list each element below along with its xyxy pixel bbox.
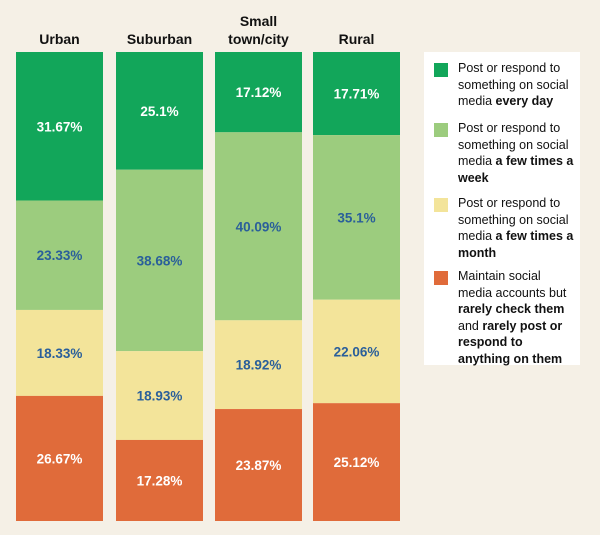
bar-segment-suburban-series-4: [116, 439, 203, 521]
bar-segment-suburban-series-2: [116, 169, 203, 352]
legend-swatch-few-times-month: [434, 198, 448, 212]
value-label-small-town-city-series-4: 23.87%: [236, 458, 282, 473]
legend: Post or respond to something on social m…: [424, 52, 580, 367]
category-label-small-town-city-line-2: town/city: [228, 31, 289, 47]
bar-segment-small-town-city-series-1: [215, 52, 302, 133]
category-label-rural: Rural: [339, 31, 375, 47]
bar-segment-suburban-series-1: [116, 52, 203, 170]
legend-swatch-every-day: [434, 63, 448, 77]
value-label-urban-series-1: 31.67%: [37, 119, 83, 134]
bar-segment-rural-series-4: [313, 403, 400, 521]
value-label-small-town-city-series-2: 40.09%: [236, 219, 282, 234]
legend-item-few-times-month: Post or respond to something on social m…: [434, 195, 574, 261]
value-label-rural-series-3: 22.06%: [334, 344, 380, 359]
bar-segment-small-town-city-series-4: [215, 409, 302, 521]
value-label-suburban-series-2: 38.68%: [137, 253, 183, 268]
legend-text-every-day: Post or respond to something on social m…: [458, 61, 569, 108]
value-label-rural-series-2: 35.1%: [337, 210, 375, 225]
bar-segment-rural-series-1: [313, 52, 400, 136]
value-label-rural-series-1: 17.71%: [334, 87, 380, 102]
category-label-small-town-city-line-1: Small: [240, 13, 277, 29]
legend-item-every-day: Post or respond to something on social m…: [434, 60, 574, 110]
category-label-urban: Urban: [39, 31, 79, 47]
value-label-small-town-city-series-3: 18.92%: [236, 358, 282, 373]
legend-swatch-rarely-check: [434, 271, 448, 285]
value-label-suburban-series-3: 18.93%: [137, 389, 183, 404]
legend-item-rarely-check: Maintain social media accounts but rarel…: [434, 268, 574, 367]
bar-segment-urban-series-4: [16, 395, 103, 521]
legend-text-few-times-month: Post or respond to something on social m…: [458, 196, 574, 260]
legend-text-few-times-week: Post or respond to something on social m…: [458, 121, 574, 185]
bar-segment-rural-series-2: [313, 135, 400, 300]
bar-segment-urban-series-3: [16, 309, 103, 396]
bar-segment-suburban-series-3: [116, 351, 203, 440]
legend-swatch-few-times-week: [434, 123, 448, 137]
category-label-suburban: Suburban: [127, 31, 192, 47]
value-label-urban-series-4: 26.67%: [37, 451, 83, 466]
bar-segment-small-town-city-series-3: [215, 320, 302, 410]
value-label-rural-series-4: 25.12%: [334, 455, 380, 470]
bar-segment-small-town-city-series-2: [215, 132, 302, 321]
value-label-suburban-series-1: 25.1%: [140, 104, 178, 119]
bar-segment-urban-series-1: [16, 52, 103, 201]
value-label-urban-series-2: 23.33%: [37, 248, 83, 263]
bar-segment-urban-series-2: [16, 200, 103, 310]
value-label-suburban-series-4: 17.28%: [137, 473, 183, 488]
legend-text-rarely-check: Maintain social media accounts but rarel…: [458, 269, 567, 366]
legend-item-few-times-week: Post or respond to something on social m…: [434, 120, 574, 186]
value-label-urban-series-3: 18.33%: [37, 346, 83, 361]
bar-segment-rural-series-3: [313, 299, 400, 404]
value-label-small-town-city-series-1: 17.12%: [236, 85, 282, 100]
